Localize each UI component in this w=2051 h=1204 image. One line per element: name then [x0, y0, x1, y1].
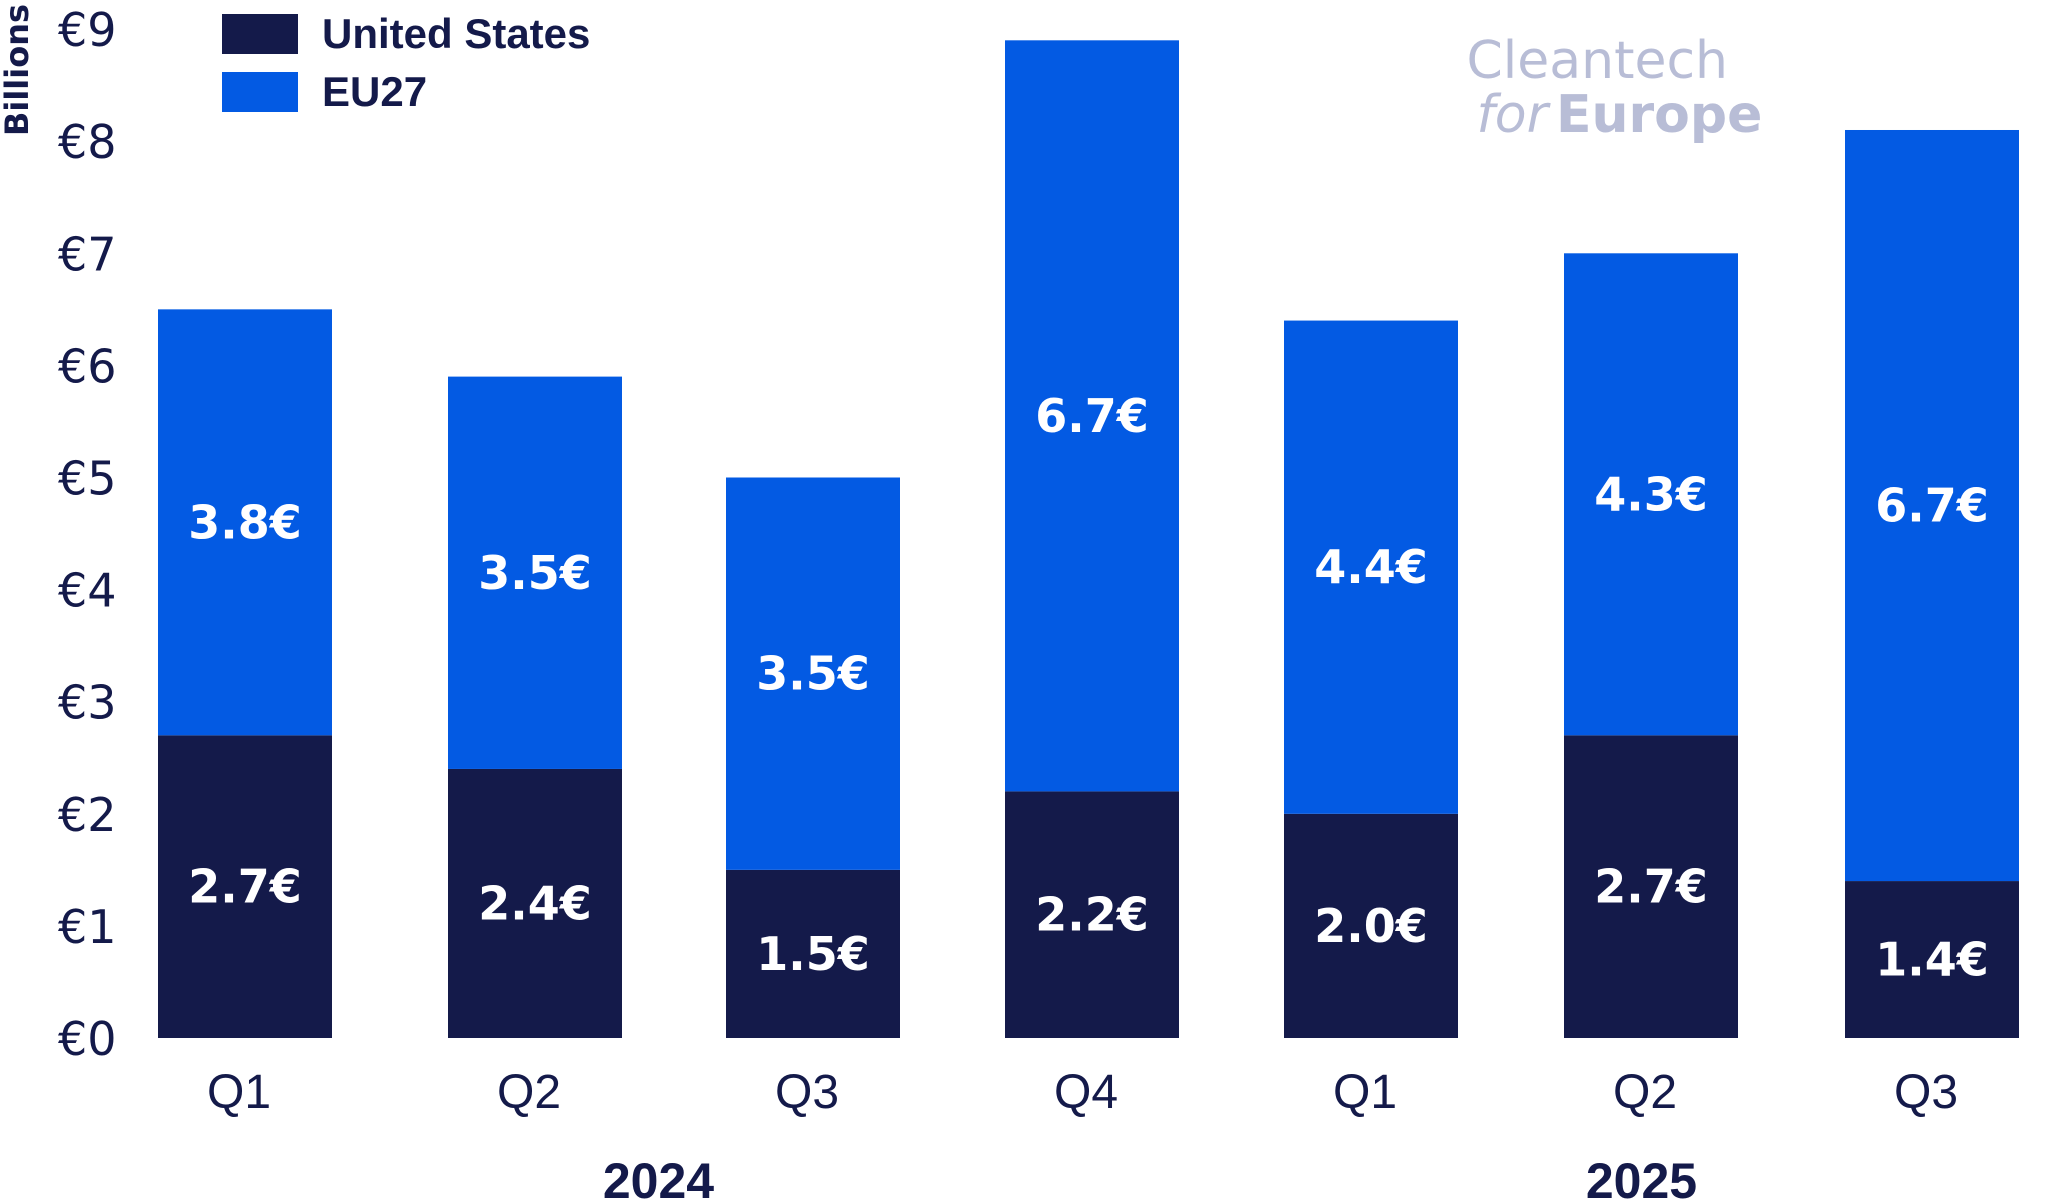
y-tick-label: €6 [58, 339, 117, 393]
bar-eu27 [1284, 320, 1458, 814]
y-tick-label: €8 [58, 115, 117, 169]
bar-eu27 [1845, 129, 2019, 882]
data-label: 2.2€ [1035, 888, 1149, 942]
bar-eu27 [448, 376, 622, 769]
x-tick-label: Q4 [1054, 1066, 1118, 1119]
data-label: 6.7€ [1875, 479, 1989, 533]
y-tick-label: €1 [58, 900, 117, 954]
y-tick-label: €9 [58, 3, 117, 57]
data-label: 1.5€ [756, 927, 870, 981]
legend-swatch [222, 72, 298, 112]
logo-line2-for: for [1477, 85, 1552, 145]
y-axis-label: Billions [0, 4, 36, 136]
bar-eu27 [1564, 253, 1738, 736]
x-tick-label: Q1 [1333, 1066, 1397, 1119]
legend-label: EU27 [322, 68, 427, 115]
data-label: 3.5€ [478, 546, 592, 600]
group-label: 2025 [1586, 1153, 1697, 1204]
data-label: 2.7€ [188, 860, 302, 914]
y-tick-label: €0 [58, 1012, 117, 1066]
x-tick-label: Q2 [1613, 1066, 1677, 1119]
data-label: 2.4€ [478, 876, 592, 930]
data-label: 3.8€ [188, 495, 302, 549]
logo-line2-europe: Europe [1556, 85, 1762, 145]
bar-us [1284, 813, 1458, 1038]
y-tick-label: €2 [58, 788, 117, 842]
data-label: 1.4€ [1875, 933, 1989, 987]
x-tick-label: Q2 [497, 1066, 561, 1119]
data-label: 3.5€ [756, 647, 870, 701]
data-label: 2.7€ [1594, 860, 1708, 914]
bar-us [1005, 791, 1179, 1038]
bar-us [448, 768, 622, 1038]
legend-label: United States [322, 10, 590, 57]
data-label: 4.3€ [1594, 467, 1708, 521]
bar-eu27 [726, 477, 900, 870]
bar-us [1564, 735, 1738, 1038]
data-label: 4.4€ [1314, 540, 1428, 594]
bar-us [1845, 881, 2019, 1038]
logo-line1: Cleantech [1467, 31, 1729, 91]
bar-eu27 [1005, 40, 1179, 792]
y-tick-label: €4 [58, 564, 117, 618]
data-label: 6.7€ [1035, 389, 1149, 443]
bar-eu27 [158, 309, 332, 736]
group-label: 2024 [603, 1153, 714, 1204]
y-tick-label: €5 [58, 452, 117, 506]
x-tick-label: Q1 [207, 1066, 271, 1119]
legend-swatch [222, 14, 298, 54]
data-label: 2.0€ [1314, 899, 1428, 953]
bar-us [158, 735, 332, 1038]
x-tick-label: Q3 [775, 1066, 839, 1119]
x-tick-label: Q3 [1894, 1066, 1958, 1119]
bar-us [726, 869, 900, 1038]
y-tick-label: €3 [58, 676, 117, 730]
y-tick-label: €7 [58, 227, 117, 281]
